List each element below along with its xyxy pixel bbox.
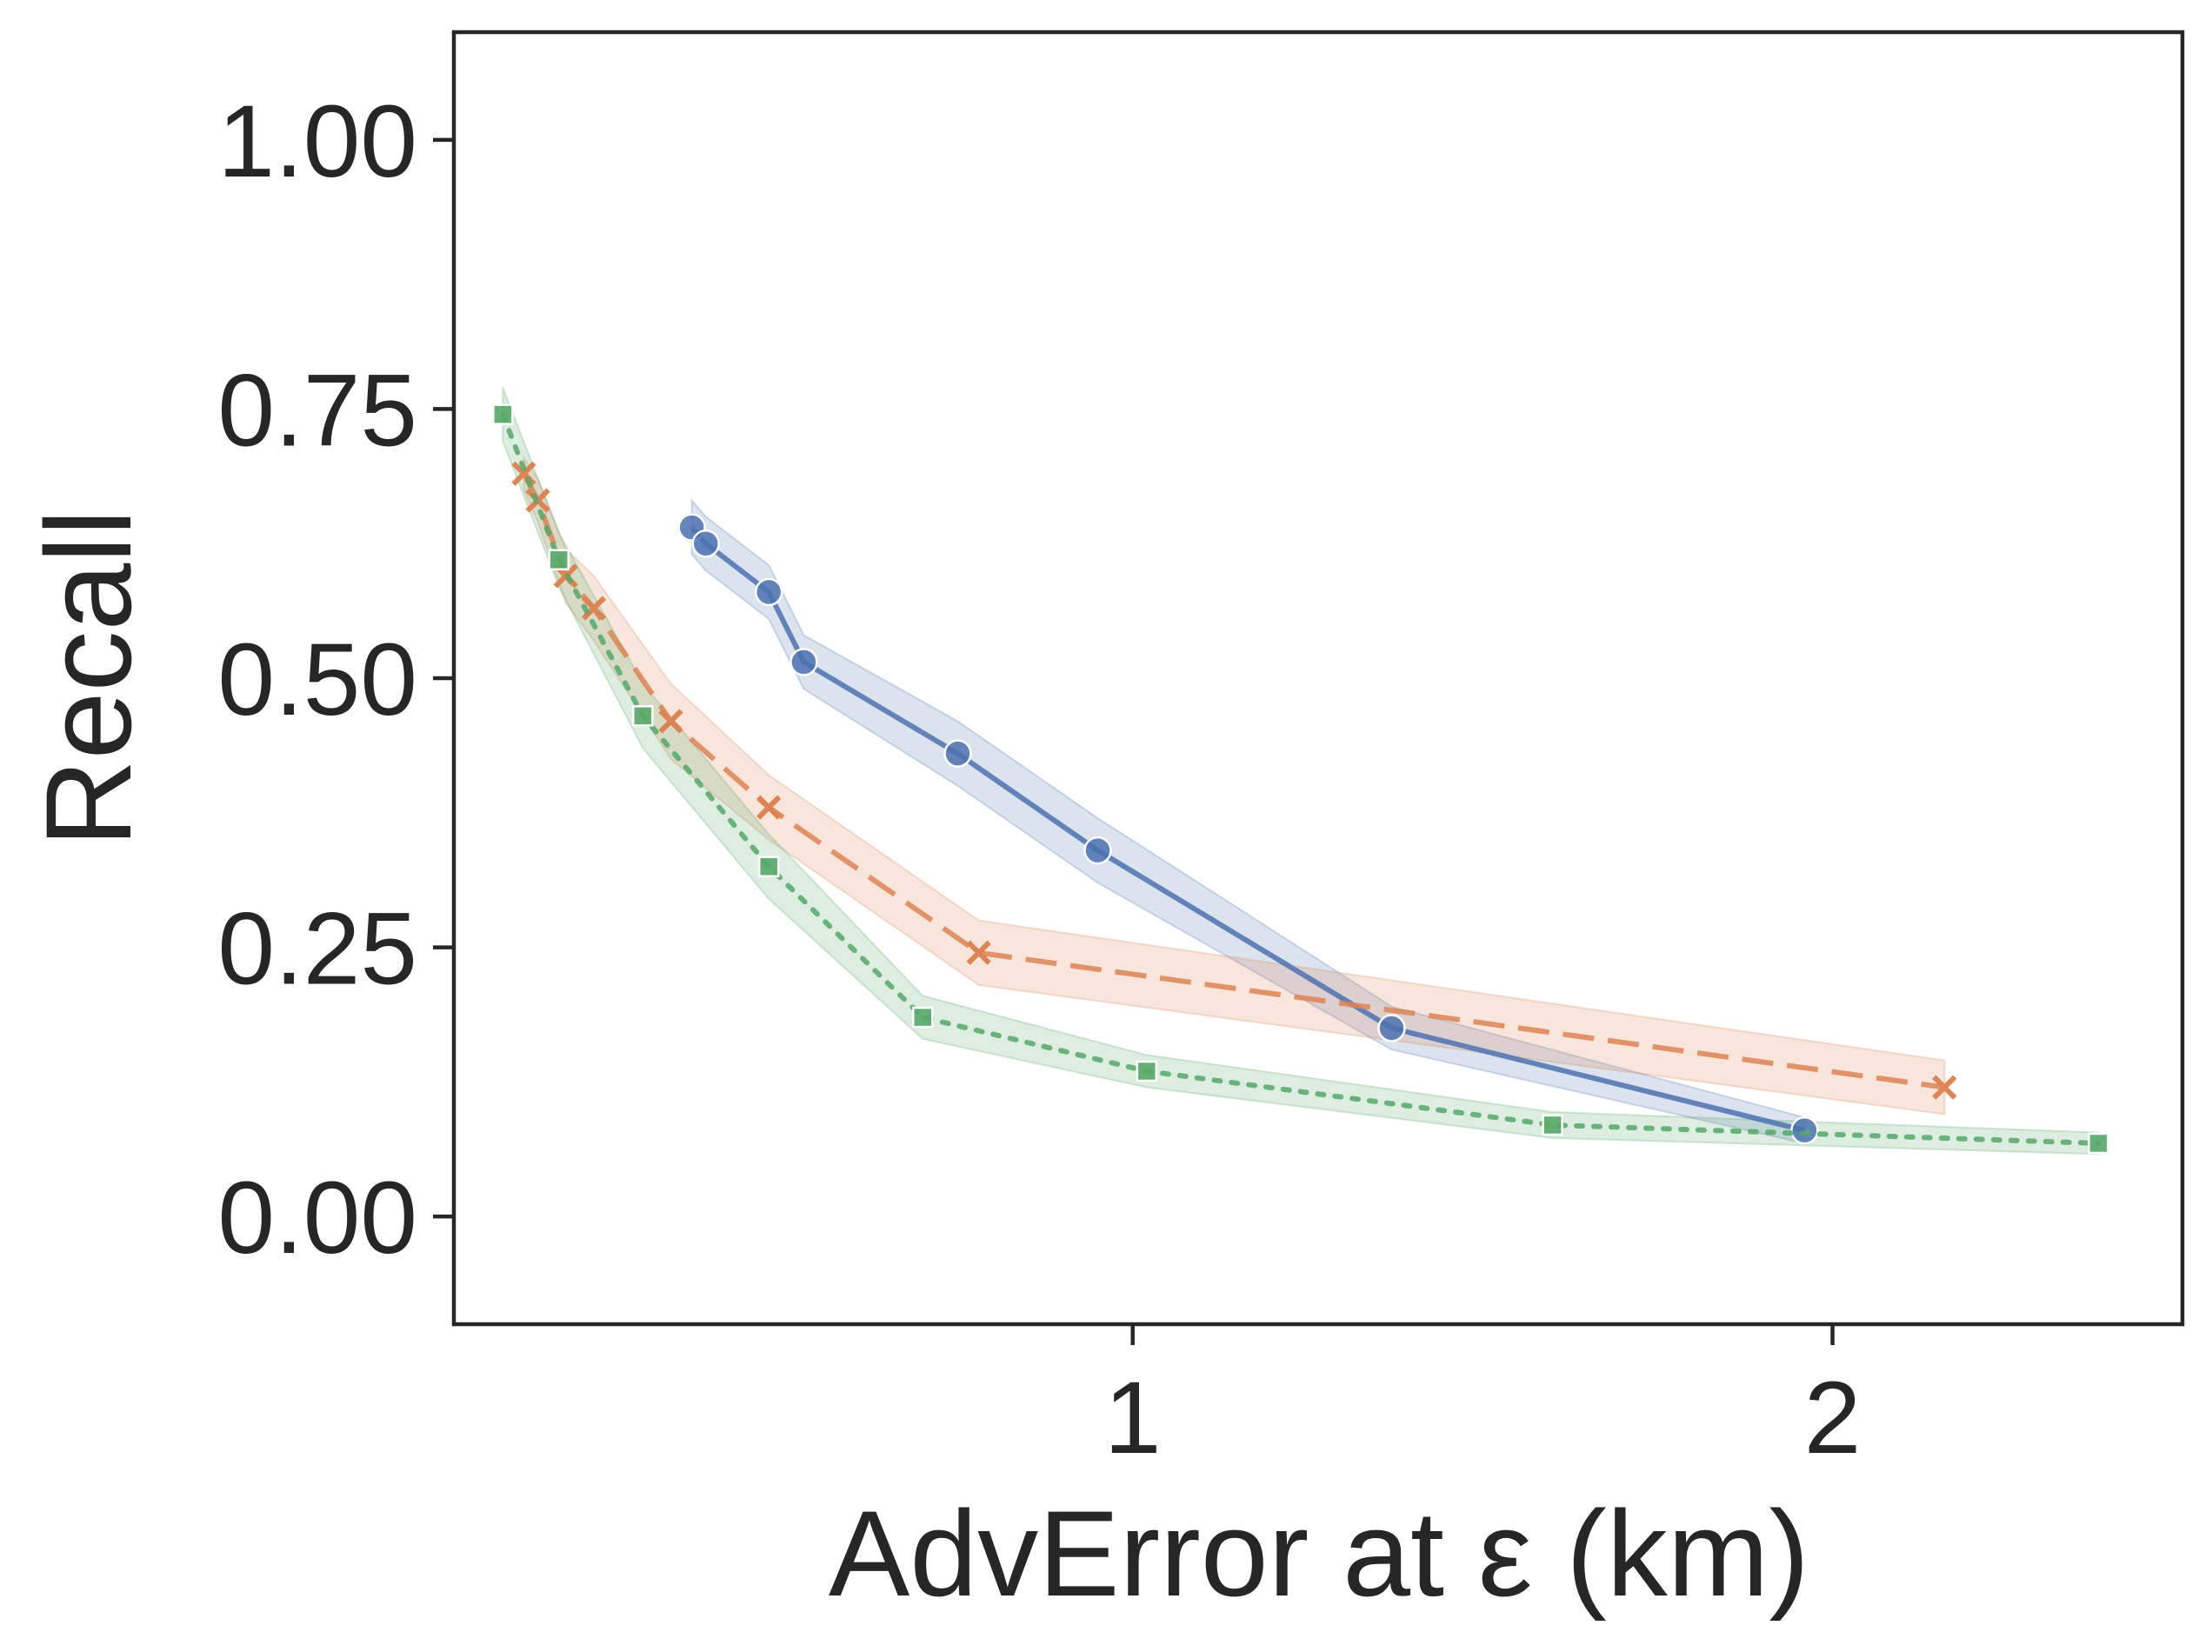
y-axis-label: Recall (20, 509, 157, 847)
series-3-point-4 (757, 856, 780, 877)
series-1-point-3 (754, 577, 783, 607)
series-line-2 (521, 472, 1945, 1090)
x-mark-stroke (1932, 1075, 1957, 1100)
series-3-point-8 (2088, 1132, 2109, 1155)
series-3-point-3 (632, 705, 654, 727)
x-tick-label: 2 (1804, 1361, 1862, 1475)
series-3-point-6 (1136, 1060, 1158, 1082)
x-mark-stroke (581, 596, 607, 621)
confidence-band-3 (502, 387, 2100, 1156)
series-1-point-4 (790, 648, 818, 676)
x-axis-label: AdvError at ε (km) (829, 1485, 1809, 1622)
series-1-point-5 (943, 739, 972, 768)
series-1-point-2 (691, 529, 720, 558)
y-tick-label: 0.25 (217, 892, 417, 1007)
series-1-point-6 (1083, 836, 1112, 865)
series-3-point-5 (912, 1006, 934, 1029)
x-tick-label: 1 (1104, 1361, 1162, 1475)
series-1-point-8 (1790, 1116, 1819, 1145)
y-tick-label: 1.00 (217, 84, 417, 199)
series-3-point-2 (548, 549, 570, 571)
series-2-point-5 (658, 709, 683, 734)
confidence-band-2 (523, 454, 1946, 1116)
x-mark-stroke (658, 709, 683, 734)
y-tick-label: 0.75 (217, 353, 417, 468)
y-tick-label: 0.50 (217, 623, 417, 737)
x-mark-stroke (756, 795, 782, 820)
tick-labels: 0.00 0.25 0.50 0.75 1.00 1 2 (217, 84, 1861, 1475)
series-2-point-7 (966, 940, 991, 965)
x-mark-stroke (966, 940, 991, 965)
x-mark-stroke (511, 461, 536, 486)
series-2-point-8 (1932, 1075, 1957, 1100)
y-tick-label: 0.00 (217, 1161, 417, 1276)
plot-area (492, 387, 2109, 1156)
series-3-point-7 (1542, 1114, 1563, 1136)
series-2-point-6 (756, 795, 782, 820)
series-2-point-4 (581, 596, 607, 621)
axes (433, 30, 2185, 1345)
series-3-point-1 (492, 403, 514, 425)
series-1-point-7 (1377, 1014, 1406, 1042)
